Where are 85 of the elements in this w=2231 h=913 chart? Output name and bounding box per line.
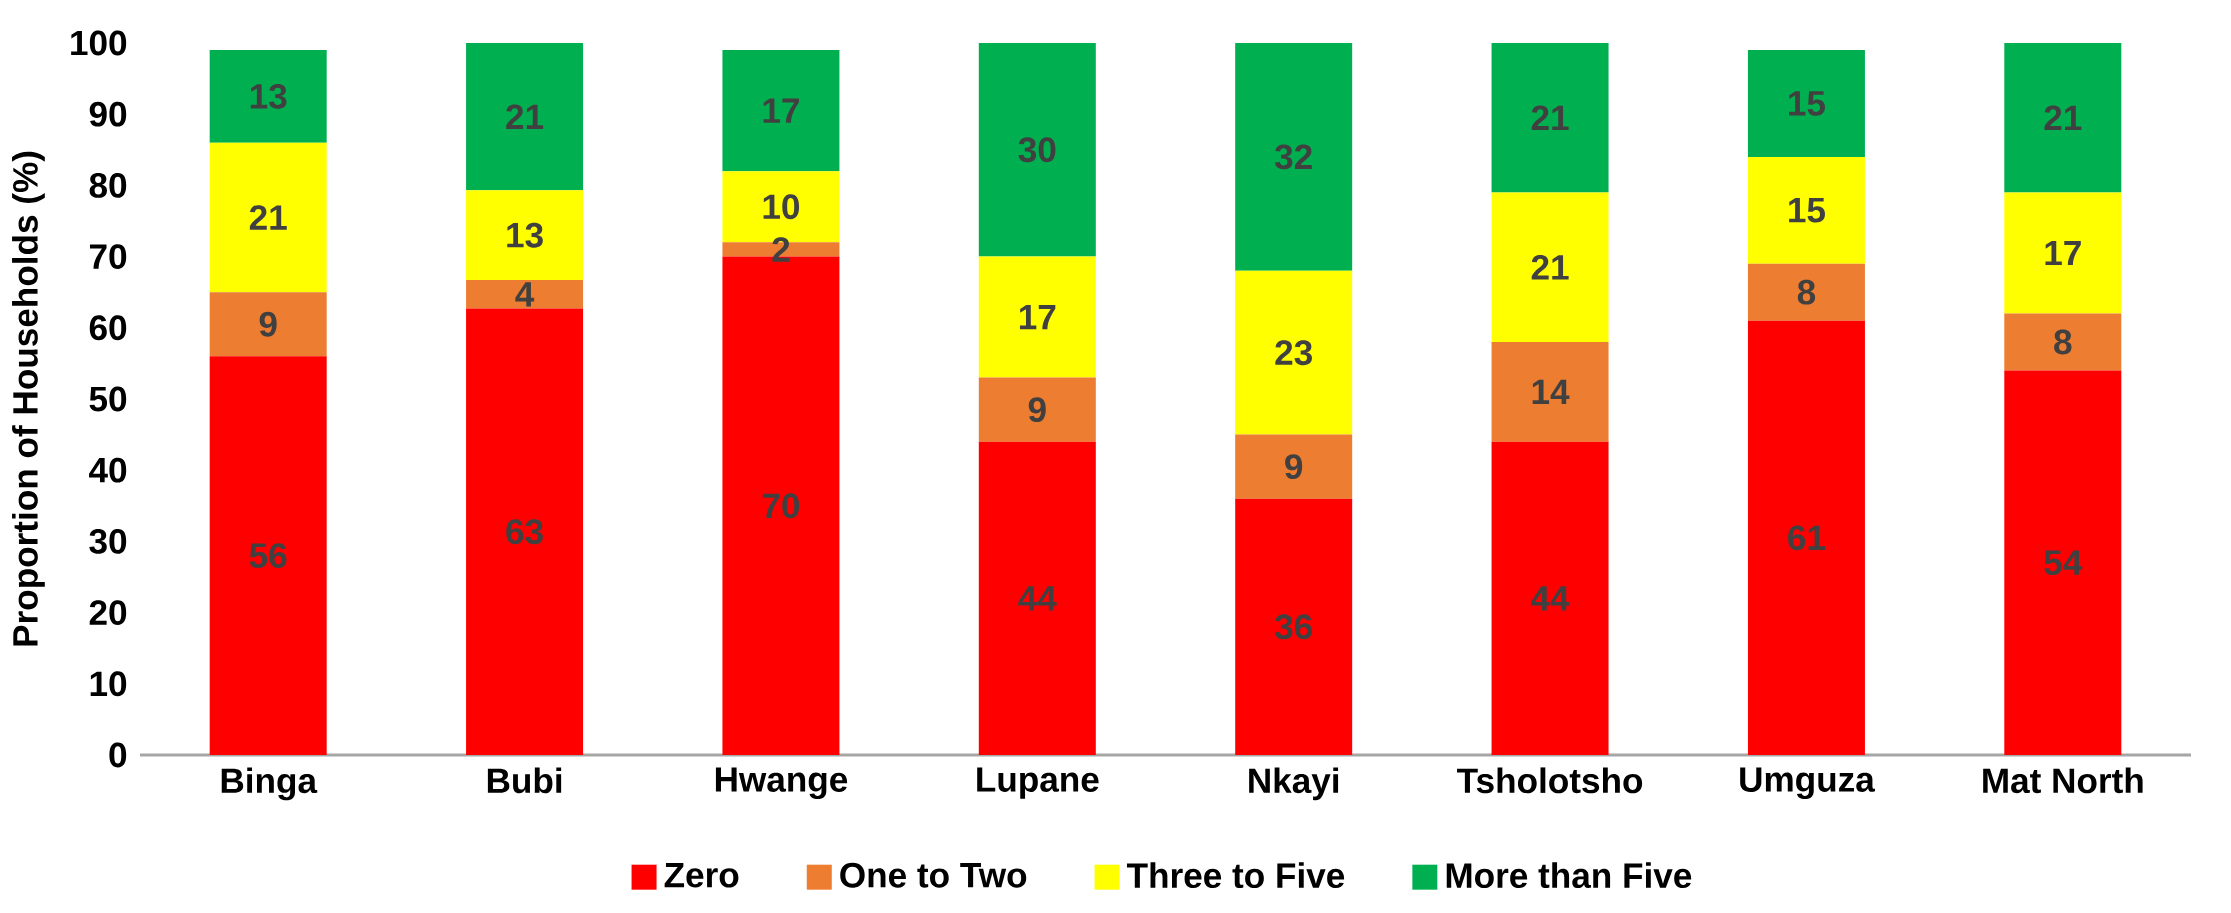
bar (466, 308, 584, 755)
data-label: 17 (1019, 304, 1056, 330)
data-label: 14 (1532, 379, 1570, 404)
y-tick-label: 40 (89, 457, 127, 483)
data-label: 8 (1797, 279, 1816, 305)
data-label: 32 (1274, 144, 1312, 170)
bar (209, 142, 327, 293)
bar (978, 42, 1096, 257)
data-label: 23 (1275, 340, 1312, 366)
bar (1235, 434, 1353, 499)
bar (1235, 498, 1353, 755)
bar (2004, 192, 2122, 314)
x-tick-label: Umguza (1740, 767, 1876, 800)
y-tick-label: 60 (89, 315, 127, 341)
legend-label: One to Two (840, 862, 1027, 888)
data-label: 9 (259, 311, 277, 337)
bar (1747, 156, 1865, 264)
bar (978, 441, 1096, 755)
data-label: 9 (1028, 397, 1046, 423)
legend-label: Zero (664, 862, 739, 888)
bar (1491, 441, 1609, 755)
x-tick-label: Tsholotsho (1457, 767, 1643, 794)
data-label: 36 (1274, 614, 1312, 640)
bar (209, 292, 327, 357)
bar (1235, 42, 1353, 271)
data-label: 9 (1285, 454, 1303, 480)
data-label: 63 (506, 519, 543, 545)
y-tick-label: 10 (90, 671, 127, 697)
data-label: 15 (1789, 198, 1825, 223)
y-tick-label: 0 (109, 742, 127, 768)
bar (1747, 320, 1865, 755)
data-label: 17 (2045, 240, 2081, 266)
y-tick-label: 50 (89, 386, 127, 412)
x-tick-label: Lupane (977, 767, 1099, 799)
data-label: 21 (1531, 105, 1569, 131)
data-label: 15 (1789, 91, 1825, 116)
legend-label: Three to Five (1126, 862, 1345, 889)
data-label: 30 (1018, 137, 1056, 163)
x-tick-label: Hwange (715, 767, 848, 800)
bar (2004, 42, 2122, 193)
legend-label: More than Five (1446, 862, 1692, 889)
data-label: 8 (2054, 329, 2072, 355)
bar (2004, 313, 2122, 371)
bar (209, 356, 327, 755)
y-tick-label: 80 (89, 172, 127, 198)
x-tick-label: Nkayi (1249, 767, 1339, 801)
data-label: 56 (249, 543, 287, 569)
y-tick-label: 20 (89, 600, 127, 626)
bar (978, 377, 1096, 442)
x-tick-label: Mat North (1983, 767, 2143, 794)
data-label: 4 (515, 282, 535, 307)
data-label: 10 (763, 194, 800, 220)
data-label: 61 (1788, 525, 1825, 551)
data-label: 54 (2044, 550, 2083, 575)
bar (1747, 263, 1865, 321)
y-tick-label: 70 (89, 244, 127, 270)
bar (209, 50, 327, 143)
data-label: 13 (507, 222, 543, 248)
bar (1747, 50, 1865, 157)
bar (1491, 192, 1609, 343)
y-tick-label: 30 (89, 528, 127, 554)
data-label: 17 (763, 98, 799, 123)
data-label: 21 (506, 104, 544, 129)
bar (1491, 342, 1609, 442)
bar (2004, 370, 2122, 755)
y-tick-label: 100 (71, 30, 127, 56)
y-tick-label: 90 (89, 101, 127, 127)
data-label: 70 (762, 493, 800, 519)
bar (722, 50, 840, 172)
bar (466, 42, 584, 191)
data-label: 2 (772, 237, 790, 262)
bar (978, 256, 1096, 378)
y-axis-title: Proportion of Households (%) (12, 151, 45, 646)
x-tick-label: Bubi (487, 767, 562, 794)
data-label: 21 (249, 205, 287, 230)
x-tick-label: Binga (221, 767, 318, 801)
data-label: 21 (1531, 255, 1569, 280)
data-label: 44 (1531, 586, 1570, 611)
bar (466, 190, 584, 281)
data-label: 21 (2044, 105, 2082, 131)
data-label: 13 (250, 83, 287, 109)
bar (1235, 270, 1353, 435)
data-label: 44 (1018, 586, 1057, 611)
bar (466, 280, 584, 309)
bar (1491, 42, 1609, 193)
